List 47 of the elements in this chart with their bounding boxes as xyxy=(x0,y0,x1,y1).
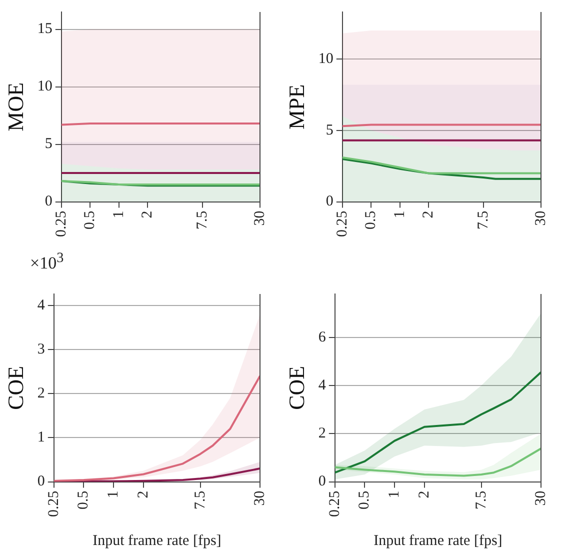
x-tick-label: 0.5 xyxy=(356,490,373,510)
x-tick-label: 30 xyxy=(532,490,549,506)
x-tick-label: 7.5 xyxy=(475,210,492,230)
y-tick-label: 10 xyxy=(318,51,334,68)
x-tick-label: 1 xyxy=(106,490,122,498)
y-tick-label: 15 xyxy=(37,21,52,38)
y-axis-title: MOE xyxy=(2,82,28,132)
x-tick-label: 2 xyxy=(135,490,152,498)
y-tick-label: 0 xyxy=(37,474,45,490)
x-tick-label: 7.5 xyxy=(473,490,490,510)
text: ×10$^{3}$ xyxy=(30,250,64,274)
y-tick-label: 5 xyxy=(326,122,334,138)
y-tick-label: 2 xyxy=(37,386,45,402)
y-tick-label: 2 xyxy=(318,426,326,442)
x-tick-label: 30 xyxy=(532,210,549,226)
x-tick-label: 2 xyxy=(140,210,156,218)
x-tick-label: 0.5 xyxy=(76,490,92,510)
x-tick-label: 7.5 xyxy=(192,490,208,510)
y-tick-label: 0 xyxy=(44,194,52,210)
y-tick-label: 5 xyxy=(44,136,52,152)
y-tick-label: 3 xyxy=(37,341,45,358)
y-tick-label: 1 xyxy=(37,430,45,446)
x-tick-label: 0.5 xyxy=(363,210,380,230)
x-tick-label: 1 xyxy=(386,490,403,498)
y-tick-label: 10 xyxy=(37,78,52,95)
x-tick-label: 0.25 xyxy=(46,490,62,517)
y-tick-label: 0 xyxy=(318,474,326,490)
x-tick-label: 0.25 xyxy=(334,210,350,237)
x-tick-label: 0.25 xyxy=(326,490,343,517)
x-tick-label: 1 xyxy=(110,210,127,218)
x-tick-label: 2 xyxy=(416,490,432,498)
x-tick-label: 1 xyxy=(392,210,408,218)
x-tick-label: 2 xyxy=(420,210,437,218)
x-tick-label: 30 xyxy=(252,490,268,506)
x-tick-label: 0.5 xyxy=(82,210,98,230)
y-tick-label: 4 xyxy=(318,377,326,394)
y-tick-label: 6 xyxy=(318,329,326,346)
y-tick-label: 0 xyxy=(326,194,334,210)
x-tick-label: 0.25 xyxy=(53,210,70,237)
x-tick-label: 7.5 xyxy=(194,210,210,230)
y-axis-title: COE xyxy=(284,366,309,410)
x-axis-title: Input frame rate [fps] xyxy=(92,532,222,549)
y-axis-title: MPE xyxy=(284,84,309,130)
x-tick-label: 30 xyxy=(252,210,268,226)
y-tick-label: 4 xyxy=(37,297,46,314)
y-axis-title: COE xyxy=(2,366,28,410)
x-axis-title: Input frame rate [fps] xyxy=(374,532,502,549)
